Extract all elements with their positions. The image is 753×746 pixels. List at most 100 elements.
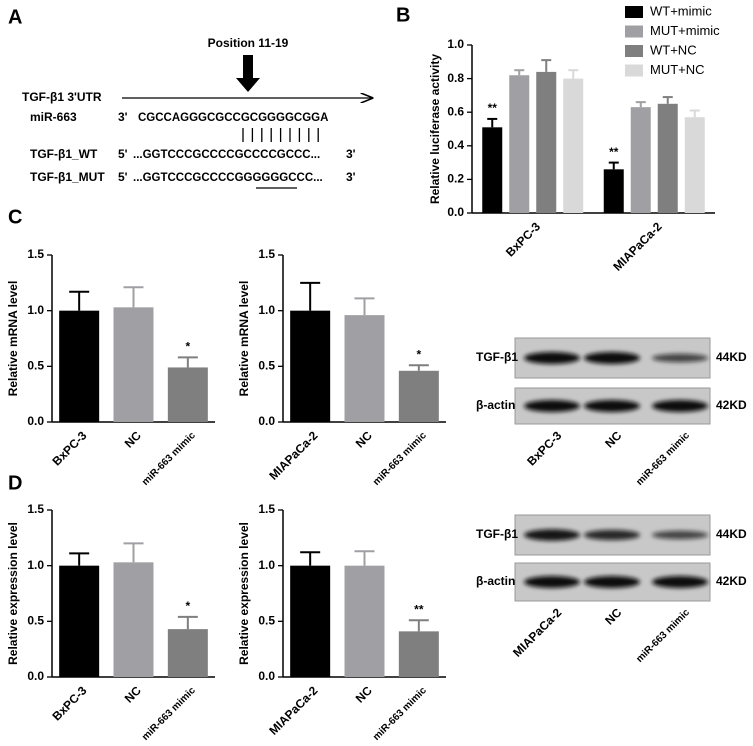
blot-lane-label: NC <box>602 428 624 450</box>
blot-band <box>652 400 708 412</box>
blot-band <box>524 400 580 412</box>
bar <box>113 562 154 677</box>
panel-letter: B <box>396 4 410 26</box>
wt-start: 5' <box>118 147 128 161</box>
x-tick-label: NC <box>122 428 144 450</box>
significance: * <box>185 599 190 613</box>
y-tick-label: 0.0 <box>27 414 44 428</box>
mut-seq: ...GGTCCCGCCCCGGGGGGCCC... <box>133 172 323 184</box>
blot-band <box>652 576 708 588</box>
y-tick-label: 0.5 <box>27 359 44 373</box>
y-tick-label: 0.4 <box>447 138 464 152</box>
y-tick-label: 0.6 <box>447 104 464 118</box>
blot-size-label: 44KD <box>716 350 747 364</box>
bar <box>603 169 624 213</box>
western-blot: TGF-β1 44KD β-actin 42KD BxPC-3 NC miR-663 mim… <box>476 337 747 488</box>
mirna-end: 3' <box>118 110 128 124</box>
blot-lane-label: miR-663 mimic <box>634 607 692 665</box>
legend-label: WT+NC <box>650 42 697 57</box>
chart: 0.0 0.5 1.0 1.5 Relative mRNA level MIAPaCa-2… <box>237 247 446 488</box>
utr-label: TGF-β1 3'UTR <box>22 90 102 104</box>
x-tick-label: MIAPaCa-2 <box>266 428 320 482</box>
bar <box>482 127 503 213</box>
y-axis-label: Relative mRNA level <box>6 281 20 397</box>
y-tick-label: 1.5 <box>27 247 44 261</box>
bar <box>684 117 705 213</box>
bar <box>167 367 208 422</box>
chart: 0.0 0.2 0.4 0.6 0.8 1.0 Relative luciferase ac… <box>428 3 720 273</box>
bar <box>398 370 439 422</box>
x-tick-label: miR-663 mimic <box>371 430 429 488</box>
bar <box>398 631 439 677</box>
mut-start: 5' <box>118 170 128 184</box>
base-pairs <box>242 128 319 142</box>
x-tick-label: BxPC-3 <box>49 683 89 723</box>
wt-seq: ...GGTCCCGCCCCGCCCCGCCC... <box>133 149 320 161</box>
blot-lane-label: MIAPaCa-2 <box>510 605 564 659</box>
x-tick-label: miR-663 mimic <box>140 685 198 743</box>
x-tick-label: miR-663 mimic <box>140 430 198 488</box>
legend-swatch <box>625 64 643 77</box>
significance: ** <box>414 602 424 616</box>
legend-swatch <box>625 45 643 57</box>
blot-band <box>584 400 640 412</box>
panel-letter: D <box>8 472 22 494</box>
x-tick-label: miR-663 mimic <box>371 685 429 743</box>
y-tick-label: 0.2 <box>447 172 464 186</box>
significance: ** <box>488 101 498 115</box>
y-tick-label: 0.8 <box>447 71 464 85</box>
panel-letter: C <box>8 206 22 228</box>
y-tick-label: 0.5 <box>27 614 44 628</box>
y-axis-label: Relative mRNA level <box>237 281 251 397</box>
y-tick-label: 0.0 <box>258 669 275 683</box>
y-tick-label: 1.0 <box>258 303 275 317</box>
blot-band <box>584 352 640 364</box>
mirna-label: miR-663 <box>30 110 77 124</box>
bar <box>290 565 331 677</box>
blot-band <box>584 529 640 541</box>
y-tick-label: 0.0 <box>258 414 275 428</box>
y-tick-label: 0.0 <box>447 205 464 219</box>
y-tick-label: 0.0 <box>27 669 44 683</box>
blot-size-label: 42KD <box>716 574 747 588</box>
x-tick-label: NC <box>122 683 144 705</box>
y-axis-label: Relative luciferase activity <box>428 54 442 204</box>
y-axis-label: Relative expression level <box>237 522 251 665</box>
y-tick-label: 1.0 <box>447 37 464 51</box>
significance: * <box>185 340 190 354</box>
blot-band <box>524 352 580 364</box>
blot-band <box>524 529 580 541</box>
y-tick-label: 1.5 <box>258 502 275 516</box>
y-axis-label: Relative expression level <box>6 522 20 665</box>
legend-label: MUT+mimic <box>650 23 720 38</box>
bar <box>167 629 208 677</box>
sequence-diagram: Position 11-19 TGF-β1 3'UTR miR-663 3' C… <box>22 36 372 189</box>
bar <box>536 71 557 213</box>
blot-size-label: 42KD <box>716 398 747 412</box>
significance: * <box>416 347 421 361</box>
chart: 0.0 0.5 1.0 1.5 Relative expression level BxP… <box>6 502 215 743</box>
blot-lane-label: NC <box>602 605 624 627</box>
y-tick-label: 1.0 <box>258 558 275 572</box>
mut-label: TGF-β1_MUT <box>30 170 105 184</box>
wt-label: TGF-β1_WT <box>30 147 98 161</box>
y-tick-label: 1.0 <box>27 558 44 572</box>
x-tick-label: MIAPaCa-2 <box>610 219 664 273</box>
x-tick-label: BxPC-3 <box>503 219 543 259</box>
y-tick-label: 0.5 <box>258 614 275 628</box>
blot-row-label: TGF-β1 <box>476 350 518 364</box>
mirna-seq: CGCCAGGGCGCCGCGGGGCGGA <box>138 112 328 124</box>
x-tick-label: NC <box>353 683 375 705</box>
legend-swatch <box>625 25 643 38</box>
chart: 0.0 0.5 1.0 1.5 Relative expression level MIA… <box>237 502 446 743</box>
blot-lane-label: miR-663 mimic <box>634 430 692 488</box>
legend-swatch <box>625 6 643 18</box>
y-tick-label: 1.5 <box>27 502 44 516</box>
y-tick-label: 1.0 <box>27 303 44 317</box>
chart: 0.0 0.5 1.0 1.5 Relative mRNA level BxPC-3 NCm… <box>6 247 215 488</box>
y-tick-label: 1.5 <box>258 247 275 261</box>
y-tick-label: 0.5 <box>258 359 275 373</box>
bar <box>630 107 651 213</box>
blot-row-label: β-actin <box>476 574 515 588</box>
